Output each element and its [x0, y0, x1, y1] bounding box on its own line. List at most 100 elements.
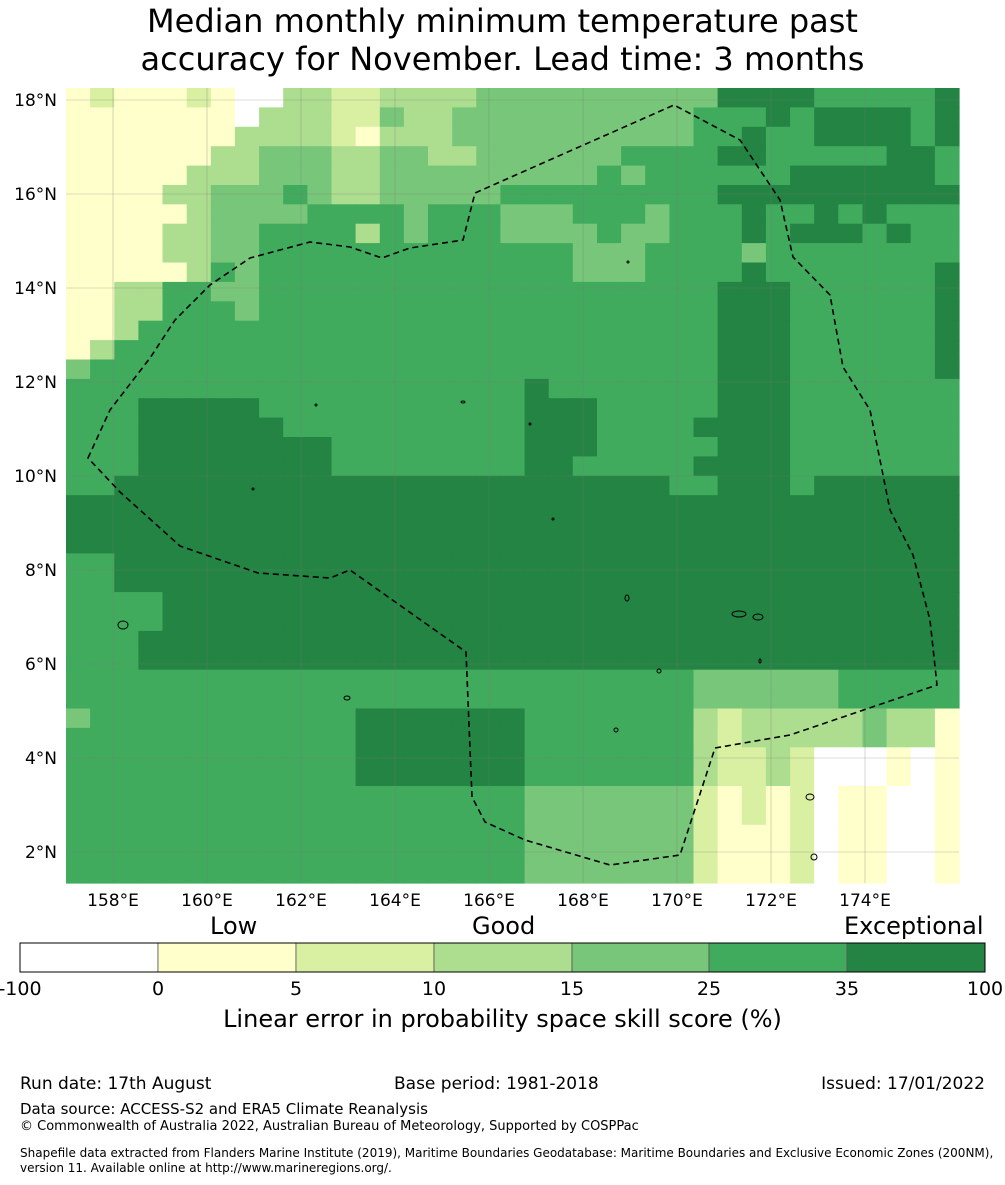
- skill-cell: [114, 495, 139, 516]
- skill-cell: [717, 669, 743, 690]
- skill-cell: [379, 185, 405, 205]
- skill-cell: [283, 689, 308, 710]
- skill-cell: [307, 223, 333, 244]
- skill-cell: [910, 786, 936, 806]
- skill-cell: [572, 766, 598, 787]
- skill-cell: [90, 165, 115, 186]
- skill-cell: [66, 223, 91, 244]
- skill-cell: [765, 281, 791, 302]
- skill-cell: [162, 824, 188, 845]
- skill-cell: [234, 204, 260, 225]
- skill-cell: [210, 727, 236, 748]
- skill-cell: [114, 340, 139, 361]
- skill-cell: [186, 844, 212, 865]
- skill-cell: [572, 630, 598, 651]
- skill-cell: [66, 243, 91, 264]
- skill-cell: [741, 204, 767, 225]
- skill-cell: [621, 301, 646, 322]
- skill-cell: [355, 863, 381, 884]
- skill-cell: [572, 340, 598, 361]
- skill-cell: [572, 359, 598, 380]
- skill-cell: [355, 340, 381, 361]
- skill-cell: [741, 437, 767, 457]
- skill-cell: [645, 824, 670, 845]
- skill-cell: [838, 630, 863, 651]
- skill-cell: [90, 630, 115, 651]
- skill-cell: [186, 301, 212, 322]
- skill-cell: [428, 417, 453, 438]
- skill-cell: [186, 689, 212, 710]
- skill-cell: [765, 165, 791, 186]
- skill-cell: [283, 320, 308, 341]
- skill-cell: [114, 88, 139, 108]
- skill-cell: [379, 747, 405, 768]
- skill-cell: [765, 223, 791, 244]
- skill-cell: [741, 281, 767, 302]
- colorbar-tick-label: 5: [290, 978, 302, 1000]
- skill-cell: [114, 262, 139, 283]
- skill-cell: [597, 281, 622, 302]
- skill-cell: [283, 417, 308, 438]
- skill-cell: [90, 708, 115, 729]
- skill-cell: [814, 495, 839, 516]
- skill-cell: [838, 107, 863, 128]
- skill-cell: [259, 844, 284, 865]
- skill-cell: [790, 553, 815, 574]
- skill-cell: [669, 863, 695, 884]
- skill-cell: [645, 844, 670, 865]
- skill-cell: [669, 514, 695, 535]
- skill-cell: [138, 630, 164, 651]
- skill-cell: [693, 204, 719, 225]
- skill-cell: [210, 378, 236, 399]
- skill-cell: [693, 417, 719, 438]
- skill-cell: [934, 456, 960, 477]
- skill-cell: [597, 650, 622, 671]
- skill-cell: [114, 650, 139, 671]
- skill-cell: [693, 281, 719, 302]
- skill-cell: [790, 165, 815, 186]
- skill-cell: [693, 495, 719, 516]
- skill-cell: [765, 669, 791, 690]
- skill-cell: [765, 708, 791, 729]
- skill-cell: [452, 223, 477, 244]
- skill-cell: [790, 107, 815, 128]
- skill-cell: [162, 592, 188, 613]
- skill-cell: [741, 88, 767, 108]
- skill-cell: [597, 630, 622, 651]
- skill-cell: [331, 805, 357, 826]
- skill-cell: [814, 805, 839, 826]
- skill-cell: [66, 126, 91, 147]
- skill-cell: [910, 747, 936, 768]
- skill-cell: [741, 611, 767, 632]
- skill-cell: [814, 611, 839, 632]
- skill-cell: [428, 262, 453, 283]
- skill-cell: [307, 747, 333, 768]
- latitude-tick-label: 10°N: [14, 467, 57, 487]
- skill-cell: [379, 805, 405, 826]
- skill-cell: [259, 126, 284, 147]
- skill-cell: [934, 378, 960, 399]
- skill-cell: [114, 766, 139, 787]
- skill-cell: [548, 805, 574, 826]
- skill-cell: [162, 281, 188, 302]
- skill-cell: [234, 630, 260, 651]
- skill-cell: [331, 126, 357, 147]
- skill-cell: [355, 630, 381, 651]
- skill-cell: [138, 669, 164, 690]
- skill-cell: [162, 630, 188, 651]
- skill-cell: [838, 650, 863, 671]
- skill-cell: [814, 301, 839, 322]
- skill-cell: [910, 165, 936, 186]
- skill-cell: [138, 107, 164, 128]
- skill-cell: [790, 243, 815, 264]
- skill-cell: [886, 88, 912, 108]
- skill-cell: [500, 650, 526, 671]
- skill-cell: [66, 281, 91, 302]
- skill-cell: [210, 126, 236, 147]
- skill-cell: [693, 126, 719, 147]
- skill-cell: [355, 650, 381, 671]
- skill-cell: [621, 514, 646, 535]
- skill-cell: [90, 378, 115, 399]
- skill-cell: [765, 340, 791, 361]
- skill-cell: [717, 107, 743, 128]
